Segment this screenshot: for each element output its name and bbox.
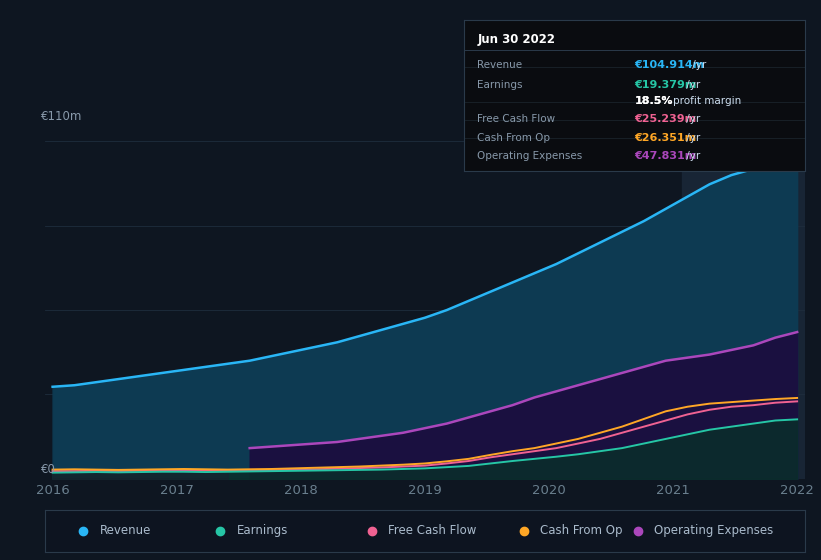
Text: /yr: /yr — [683, 151, 700, 161]
Text: Free Cash Flow: Free Cash Flow — [388, 524, 477, 537]
Text: €110m: €110m — [41, 110, 82, 123]
Text: Operating Expenses: Operating Expenses — [478, 151, 583, 161]
Text: €47.831m: €47.831m — [635, 151, 696, 161]
Text: €25.239m: €25.239m — [635, 114, 696, 124]
Text: Operating Expenses: Operating Expenses — [654, 524, 773, 537]
Text: Cash From Op: Cash From Op — [540, 524, 623, 537]
Text: €104.914m: €104.914m — [635, 60, 704, 70]
Text: 18.5%: 18.5% — [635, 96, 672, 106]
Text: /yr: /yr — [683, 114, 700, 124]
Text: profit margin: profit margin — [673, 96, 741, 106]
Text: Earnings: Earnings — [236, 524, 288, 537]
Text: Earnings: Earnings — [478, 80, 523, 90]
Bar — [681, 126, 812, 479]
Text: Jun 30 2022: Jun 30 2022 — [478, 33, 556, 46]
Text: /yr: /yr — [683, 80, 700, 90]
Text: Free Cash Flow: Free Cash Flow — [478, 114, 556, 124]
Text: /yr: /yr — [690, 60, 707, 70]
Text: Revenue: Revenue — [478, 60, 523, 70]
Text: €26.351m: €26.351m — [635, 133, 696, 143]
Text: €19.379m: €19.379m — [635, 80, 696, 90]
Text: Revenue: Revenue — [100, 524, 151, 537]
Text: /yr: /yr — [683, 133, 700, 143]
Text: Cash From Op: Cash From Op — [478, 133, 551, 143]
Text: €0: €0 — [41, 463, 56, 476]
Text: 18.5%: 18.5% — [635, 96, 672, 106]
